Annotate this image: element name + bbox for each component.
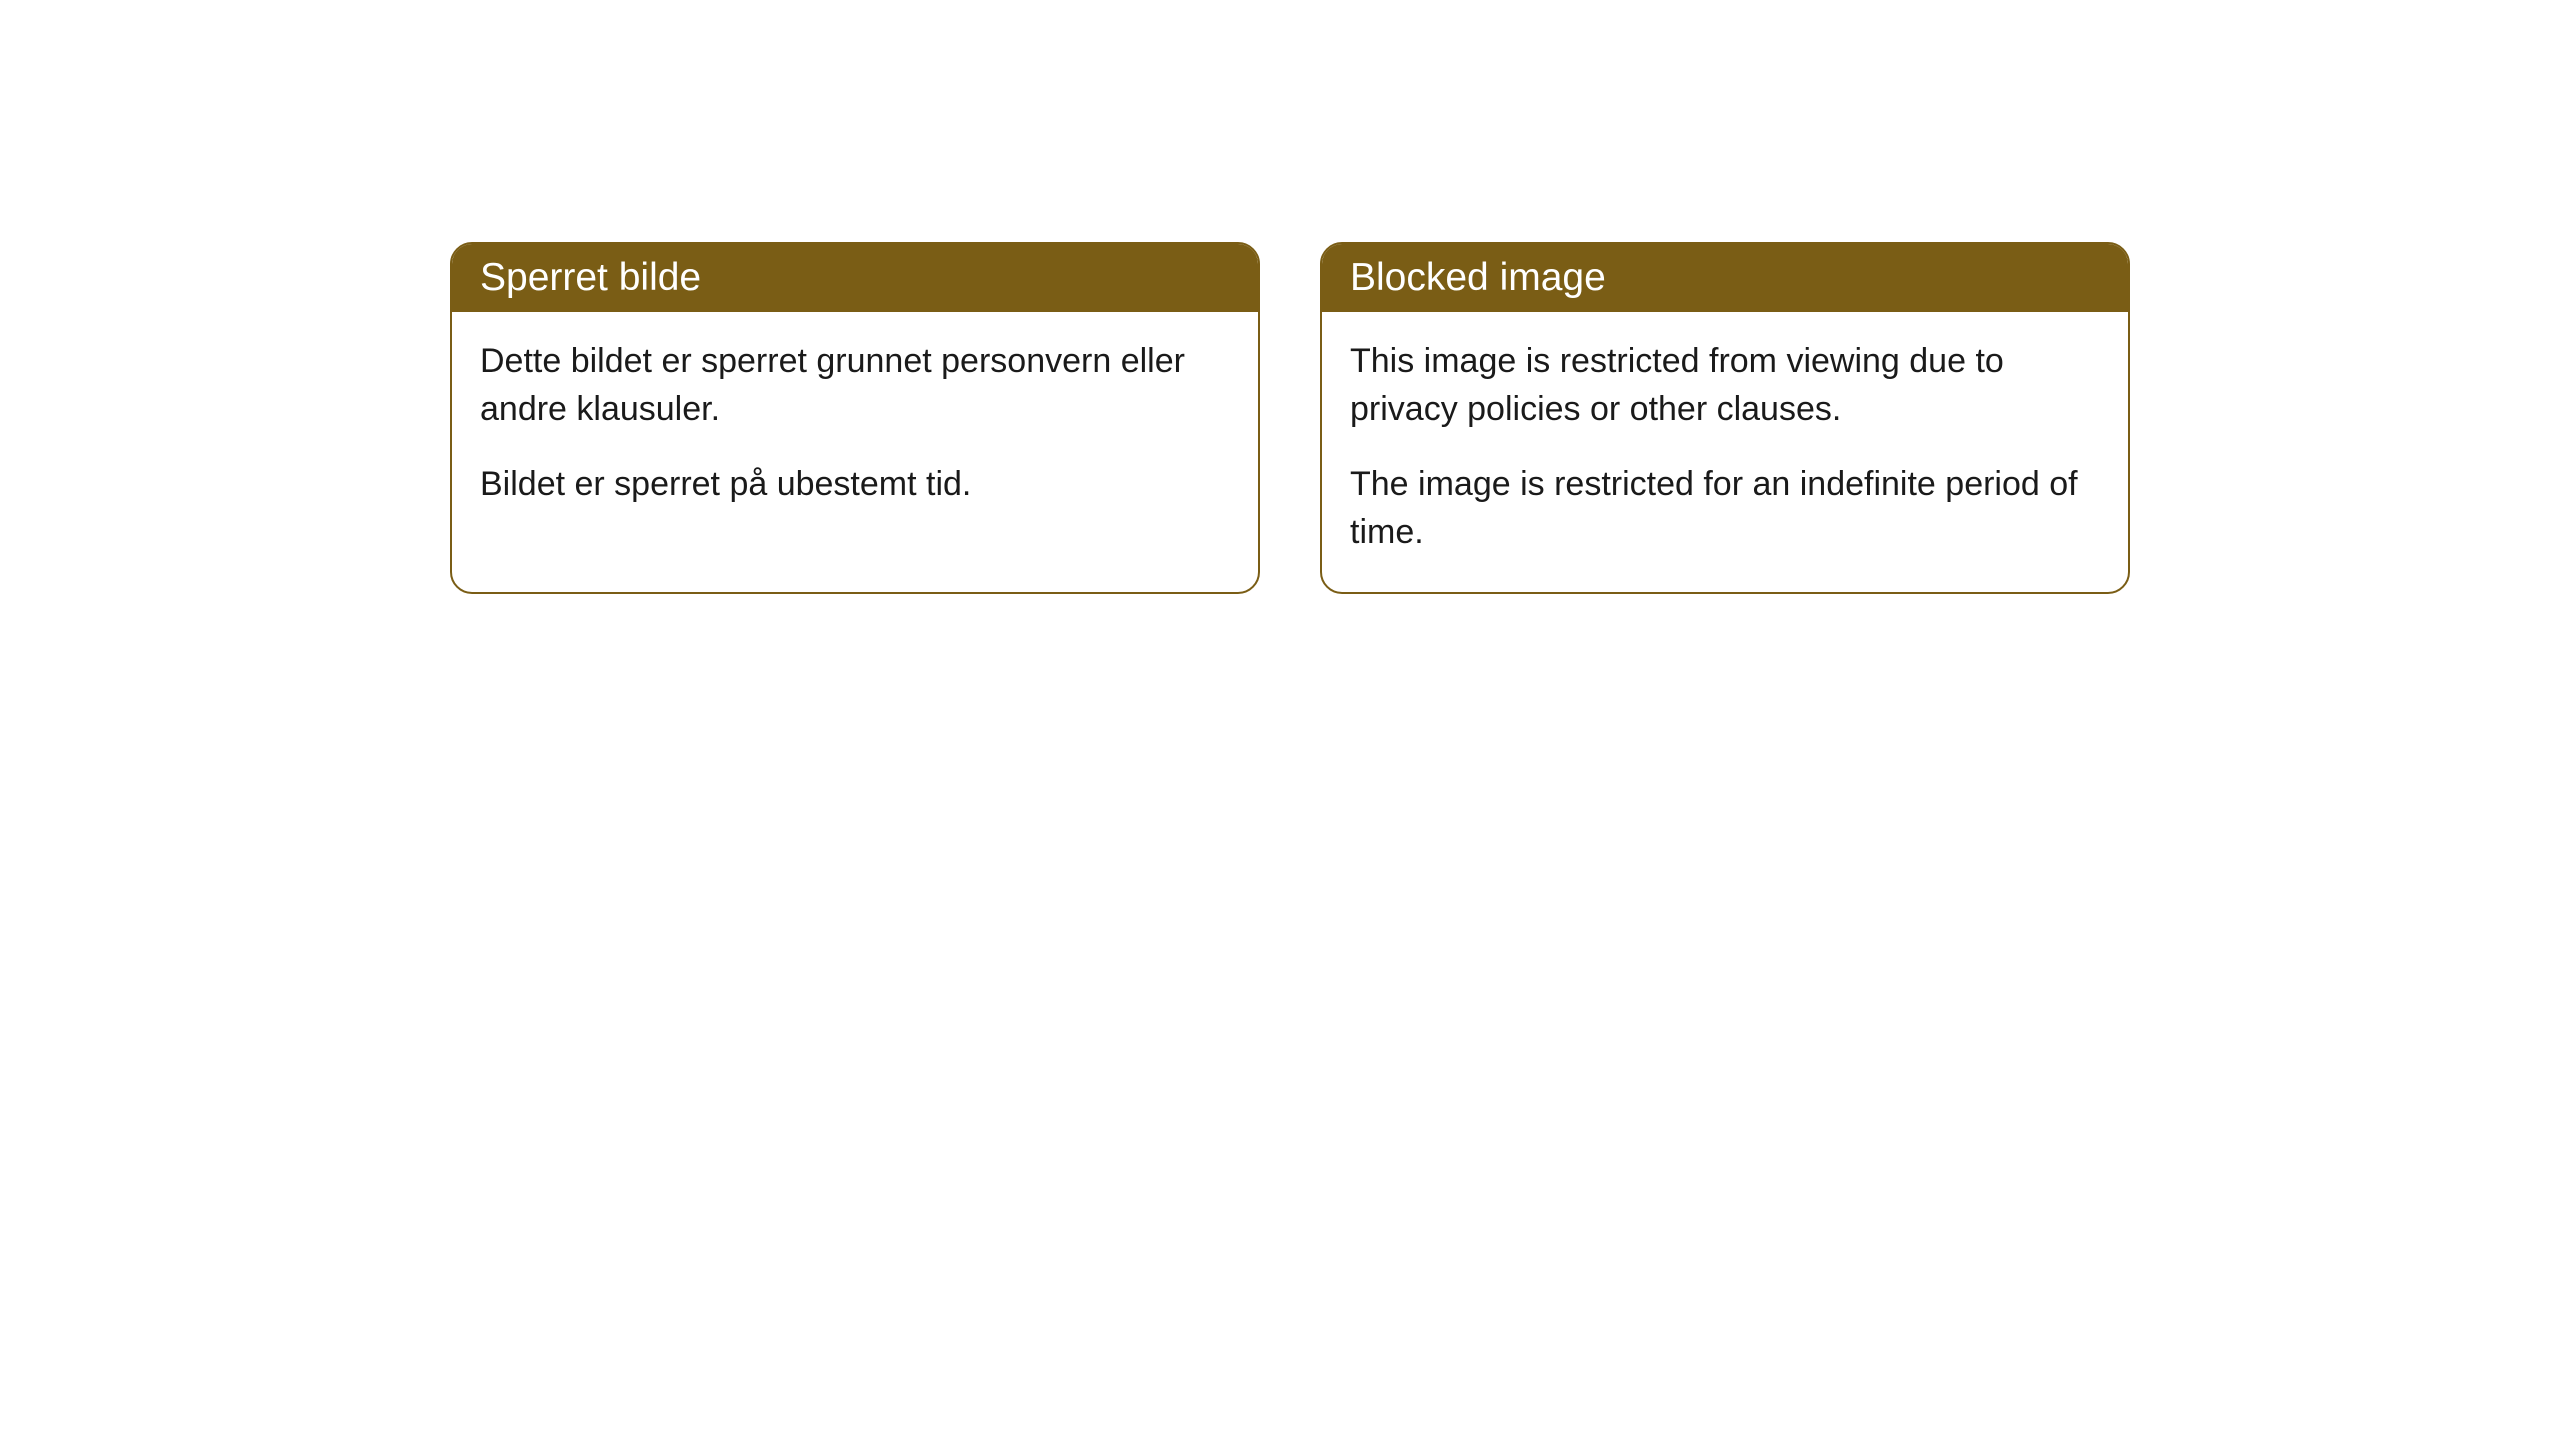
card-header: Blocked image — [1322, 244, 2128, 312]
card-header: Sperret bilde — [452, 244, 1258, 312]
card-paragraph: Bildet er sperret på ubestemt tid. — [480, 461, 1230, 509]
notice-cards-container: Sperret bilde Dette bildet er sperret gr… — [450, 242, 2560, 594]
card-title: Sperret bilde — [480, 256, 701, 299]
notice-card-norwegian: Sperret bilde Dette bildet er sperret gr… — [450, 242, 1260, 594]
card-paragraph: This image is restricted from viewing du… — [1350, 338, 2100, 433]
card-title: Blocked image — [1350, 256, 1606, 299]
card-paragraph: Dette bildet er sperret grunnet personve… — [480, 338, 1230, 433]
card-body: This image is restricted from viewing du… — [1322, 312, 2128, 592]
notice-card-english: Blocked image This image is restricted f… — [1320, 242, 2130, 594]
card-body: Dette bildet er sperret grunnet personve… — [452, 312, 1258, 545]
card-paragraph: The image is restricted for an indefinit… — [1350, 461, 2100, 556]
